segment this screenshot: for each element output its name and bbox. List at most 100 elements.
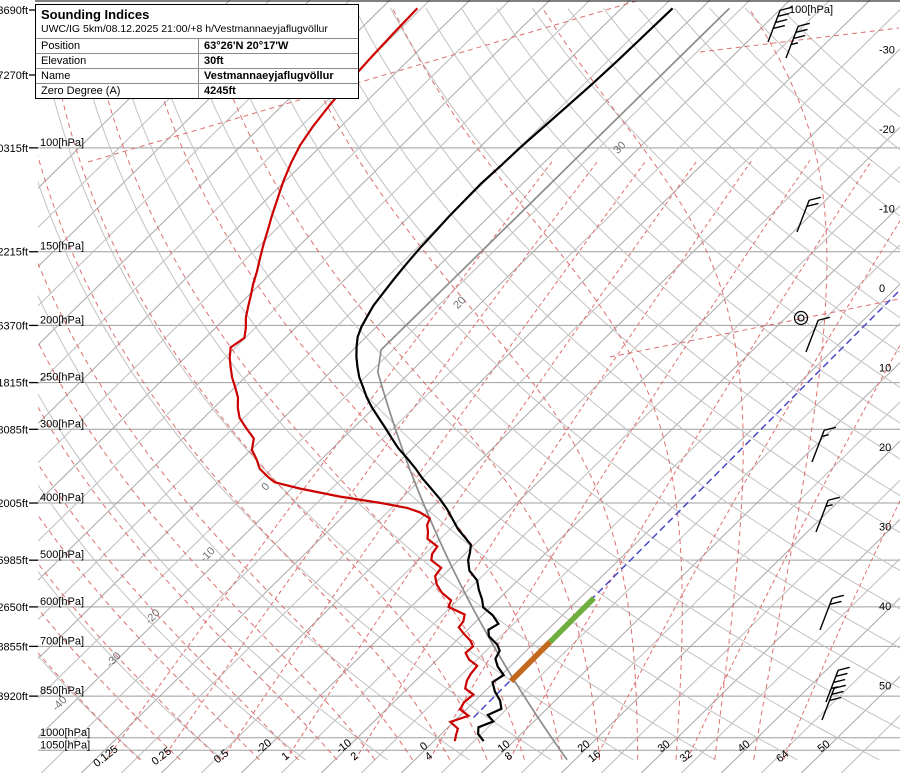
temp-label-bottom: 10 bbox=[496, 738, 513, 755]
wind-barb bbox=[796, 196, 821, 233]
isotherm-line bbox=[481, 361, 900, 773]
info-label: Name bbox=[41, 70, 71, 82]
altitude-label: 42215ft bbox=[0, 247, 28, 259]
isotherm-line bbox=[281, 165, 900, 773]
dry-adiabat-line bbox=[177, 8, 900, 730]
barb-feather bbox=[798, 22, 810, 27]
info-row-elevation: Elevation 30ft bbox=[36, 53, 358, 68]
temperature-curve bbox=[355, 7, 674, 742]
moist-adiabat-line bbox=[87, 8, 525, 760]
dry-adiabat-line bbox=[38, 484, 306, 761]
temp-label-right: -10 bbox=[879, 204, 895, 216]
dry-adiabat-line bbox=[354, 8, 900, 534]
isotherm-line bbox=[441, 322, 900, 773]
mixing-ratio-label: 4 bbox=[423, 750, 435, 763]
dry-adiabat-line bbox=[603, 7, 900, 285]
info-row-position: Position 63°26'N 20°17'W bbox=[36, 38, 358, 53]
layer-upper-segment bbox=[548, 596, 596, 644]
barb-stem bbox=[815, 499, 829, 533]
red-reference-line bbox=[699, 27, 900, 53]
moist-adiabat-line bbox=[137, 8, 563, 760]
barb-feather bbox=[824, 426, 836, 431]
isotherm-line bbox=[38, 0, 591, 542]
mixing-ratio-line bbox=[594, 219, 900, 761]
mixing-ratio-label: 16 bbox=[586, 748, 603, 765]
isotherm-line bbox=[601, 479, 900, 773]
isotherm-line bbox=[81, 0, 871, 773]
isotherm-line bbox=[38, 0, 471, 425]
info-label: Elevation bbox=[41, 55, 87, 67]
barb-feather bbox=[834, 684, 846, 689]
isotherm-line bbox=[41, 0, 831, 773]
altitude-label: 57270ft bbox=[0, 70, 28, 82]
temp-label-bottom: 20 bbox=[576, 738, 593, 755]
barb-stem bbox=[825, 669, 839, 703]
altitude-label: 36370ft bbox=[0, 320, 28, 332]
barb-feather bbox=[835, 672, 848, 677]
isotherm-line bbox=[38, 0, 511, 464]
temp-label-right: 0 bbox=[879, 283, 885, 295]
temp-label-right: 20 bbox=[879, 442, 891, 454]
dry-adiabat-line bbox=[673, 7, 900, 217]
pressure-label: 200[hPa] bbox=[40, 314, 84, 326]
red-reference-line bbox=[609, 298, 900, 358]
barb-half-feather bbox=[821, 433, 829, 437]
pressure-label: 1050[hPa] bbox=[40, 739, 90, 751]
dry-adiabat-line bbox=[319, 8, 900, 572]
isotherm-line bbox=[801, 675, 900, 773]
isotherm-line bbox=[38, 0, 391, 346]
barb-feather bbox=[773, 24, 785, 30]
moist-adiabat-lines bbox=[38, 8, 828, 761]
dry-adiabat-line bbox=[531, 8, 900, 353]
inline-grid-label: -20 bbox=[143, 607, 163, 627]
moist-adiabat-line bbox=[392, 8, 683, 760]
isotherm-line bbox=[241, 126, 900, 773]
dry-adiabat-line bbox=[141, 8, 880, 761]
dry-adiabat-line bbox=[38, 654, 142, 761]
moist-adiabat-line bbox=[38, 154, 451, 761]
temp-label-right: 30 bbox=[879, 522, 891, 534]
barb-feather bbox=[793, 34, 806, 40]
mixing-ratio-line bbox=[354, 160, 753, 761]
moist-adiabat-line bbox=[542, 8, 744, 760]
wind-barbs bbox=[767, 6, 850, 721]
wind-barb bbox=[815, 496, 840, 533]
pressure-label: 700[hPa] bbox=[40, 635, 84, 647]
dry-adiabat-line bbox=[106, 8, 798, 761]
pressure-label: 600[hPa] bbox=[40, 596, 84, 608]
dry-adiabat-line bbox=[38, 180, 552, 761]
temp-label-right: 50 bbox=[879, 681, 891, 693]
isotherm-line bbox=[841, 714, 900, 773]
mixing-ratio-label: 0.125 bbox=[91, 743, 120, 769]
barb-feather bbox=[838, 666, 850, 671]
barb-feather bbox=[795, 28, 808, 33]
isotherm-line bbox=[561, 440, 900, 773]
info-box-title: Sounding Indices bbox=[41, 7, 150, 22]
info-value: Vestmannaeyjaflugvöllur bbox=[198, 69, 358, 83]
temp-label-bottom: 50 bbox=[816, 738, 833, 755]
altitude-label: 12650ft bbox=[0, 602, 28, 614]
temp-label-right: -30 bbox=[879, 45, 895, 57]
temp-label-right: 40 bbox=[879, 601, 891, 613]
mixing-ratio-line bbox=[508, 160, 873, 761]
pressure-label: 150[hPa] bbox=[40, 241, 84, 253]
info-label: Position bbox=[41, 40, 81, 52]
barb-stem bbox=[819, 597, 833, 631]
info-row-name: Name Vestmannaeyjaflugvöllur bbox=[36, 68, 358, 83]
inline-grid-label: 20 bbox=[451, 294, 468, 311]
isotherm-line bbox=[161, 48, 900, 773]
altitude-label: 16985ft bbox=[0, 555, 28, 567]
isotherm-line bbox=[521, 401, 900, 773]
mixing-ratio-lines bbox=[105, 159, 900, 761]
barb-stem bbox=[796, 199, 810, 233]
isotherm-line bbox=[721, 597, 900, 773]
mixing-ratio-label: 32 bbox=[678, 748, 695, 765]
pressure-label: 250[hPa] bbox=[40, 372, 84, 384]
wind-barb bbox=[767, 6, 792, 43]
barb-feather bbox=[777, 12, 790, 17]
moist-adiabat-line bbox=[38, 562, 221, 761]
info-value: 63°26'N 20°17'W bbox=[198, 39, 358, 53]
standard-atmosphere-curve bbox=[376, 7, 730, 761]
dry-adiabat-line bbox=[390, 8, 900, 497]
